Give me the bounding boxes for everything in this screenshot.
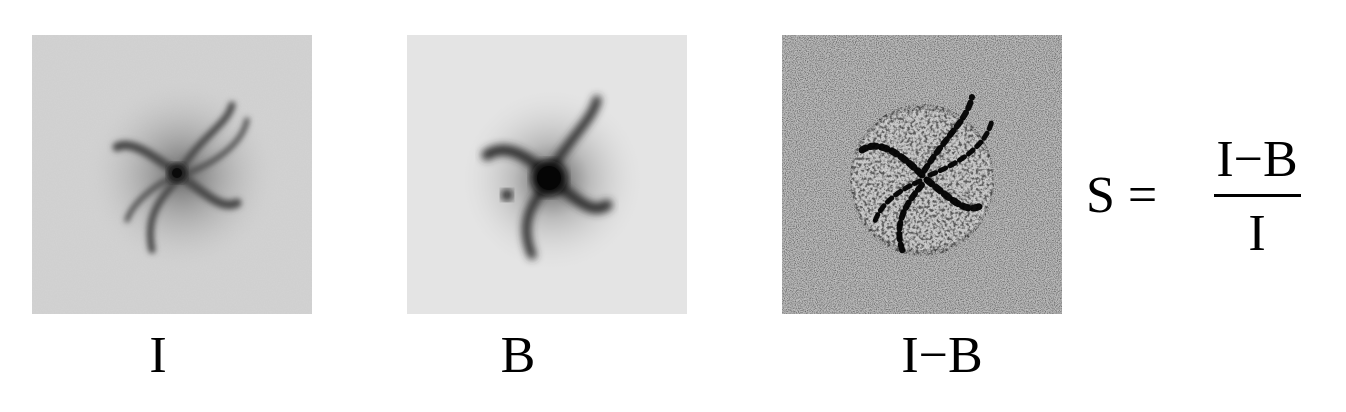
formula-s: S = I−B I [1086,131,1326,270]
fraction-bar [1214,194,1301,197]
galaxy-image-i-band [32,35,312,314]
galaxy-b-svg [407,35,687,314]
formula-denominator: I [1248,205,1266,262]
caption-i: I [149,327,167,384]
formula-numerator: I−B [1216,131,1298,188]
galaxy-image-b-band [407,35,687,314]
caption-i-minus-b: I−B [901,327,983,384]
formula-lhs: S = [1086,167,1158,224]
caption-b: B [500,327,536,384]
galaxy-ib-svg [782,35,1062,314]
galaxy-i-svg [32,35,312,314]
galaxy-difference-image [782,35,1062,314]
